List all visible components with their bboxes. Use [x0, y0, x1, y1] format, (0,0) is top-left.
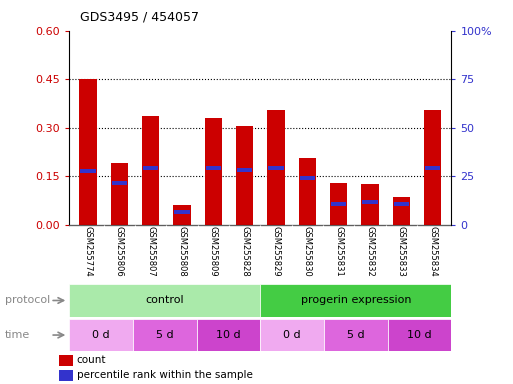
Bar [300, 176, 315, 180]
Bar [143, 166, 159, 170]
Text: 0 d: 0 d [92, 330, 110, 340]
Bar [267, 110, 285, 225]
Text: progerin expression: progerin expression [301, 295, 411, 306]
Bar [393, 197, 410, 225]
Bar [80, 79, 96, 225]
Bar [111, 163, 128, 225]
Text: control: control [146, 295, 184, 306]
Bar [261, 284, 451, 317]
Text: percentile rank within the sample: percentile rank within the sample [76, 371, 252, 381]
Bar [81, 169, 96, 173]
Bar [174, 210, 190, 214]
Bar [424, 110, 441, 225]
Bar [324, 319, 388, 351]
Text: time: time [5, 330, 30, 340]
Text: 5 d: 5 d [347, 330, 365, 340]
Bar [236, 126, 253, 225]
Text: 10 d: 10 d [407, 330, 432, 340]
Bar [69, 284, 261, 317]
Bar [362, 200, 378, 204]
Bar [205, 118, 222, 225]
Text: GSM255828: GSM255828 [240, 227, 249, 277]
Bar [331, 202, 346, 205]
Bar [142, 116, 160, 225]
Bar [69, 319, 133, 351]
Text: GSM255833: GSM255833 [397, 227, 406, 277]
Text: protocol: protocol [5, 295, 50, 306]
Bar [112, 181, 127, 185]
Bar [330, 183, 347, 225]
Bar [173, 205, 191, 225]
Bar [59, 370, 73, 381]
Text: GSM255830: GSM255830 [303, 227, 312, 277]
Text: GSM255808: GSM255808 [177, 227, 187, 277]
Text: GSM255831: GSM255831 [334, 227, 343, 277]
Text: GSM255832: GSM255832 [365, 227, 374, 277]
Bar [196, 319, 261, 351]
Text: GSM255807: GSM255807 [146, 227, 155, 277]
Bar [388, 319, 451, 351]
Bar [393, 202, 409, 205]
Text: 0 d: 0 d [283, 330, 301, 340]
Text: GSM255806: GSM255806 [115, 227, 124, 277]
Text: GSM255809: GSM255809 [209, 227, 218, 277]
Bar [133, 319, 196, 351]
Bar [425, 166, 440, 170]
Text: GDS3495 / 454057: GDS3495 / 454057 [80, 10, 199, 23]
Text: 10 d: 10 d [216, 330, 241, 340]
Text: GSM255774: GSM255774 [84, 227, 92, 277]
Text: 5 d: 5 d [156, 330, 173, 340]
Text: GSM255834: GSM255834 [428, 227, 437, 277]
Bar [237, 168, 252, 172]
Bar [59, 356, 73, 366]
Text: GSM255829: GSM255829 [271, 227, 281, 277]
Bar [361, 184, 379, 225]
Text: count: count [76, 355, 106, 365]
Bar [261, 319, 324, 351]
Bar [268, 166, 284, 170]
Bar [206, 166, 221, 170]
Bar [299, 158, 316, 225]
